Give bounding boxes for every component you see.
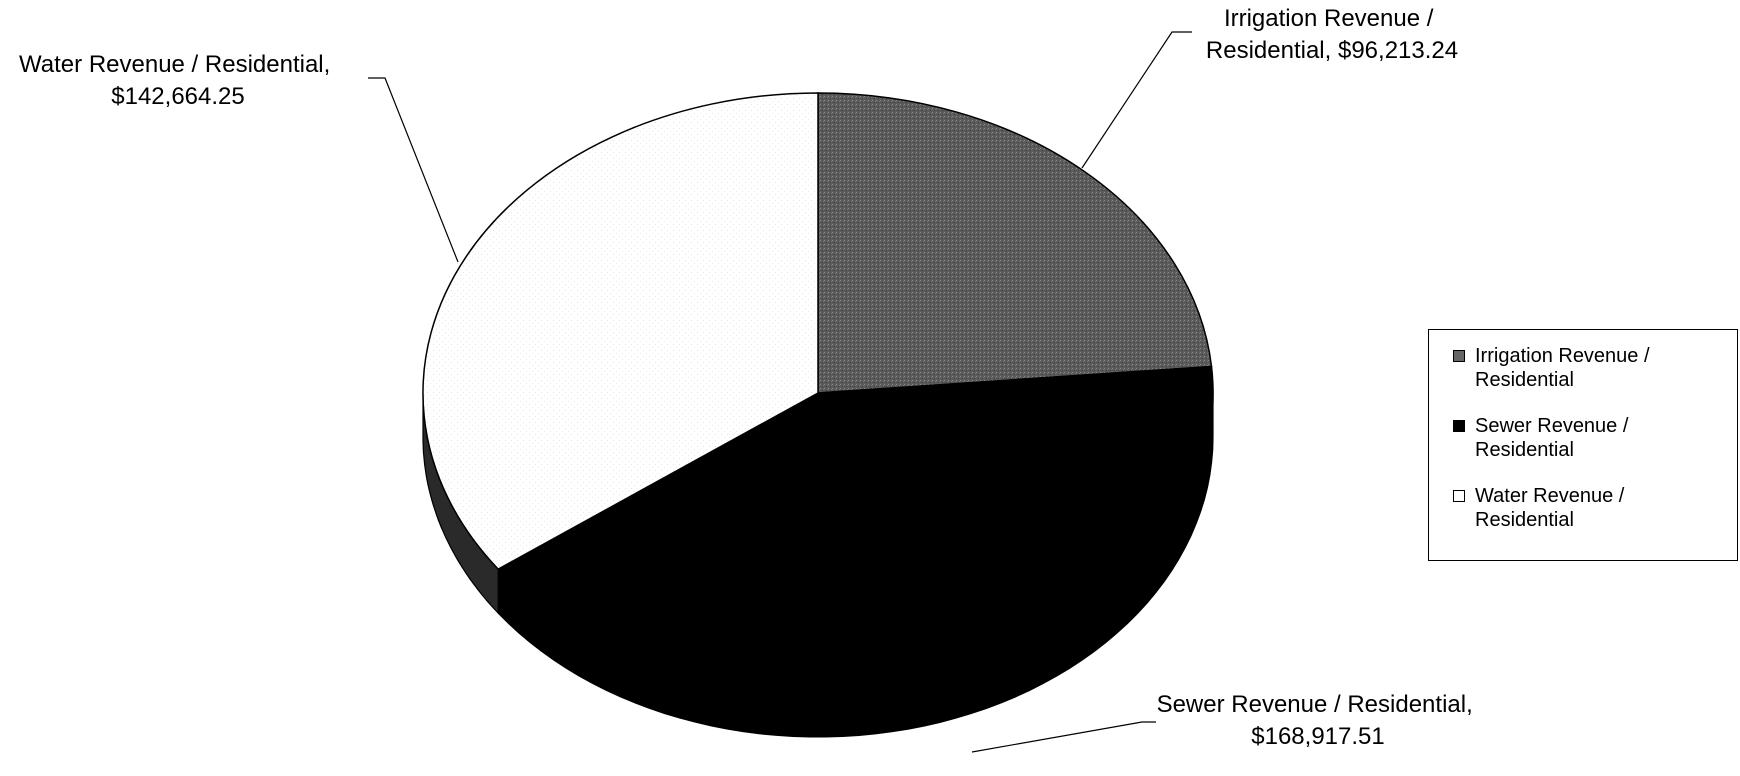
legend-item-sewer: Sewer Revenue / Residential [1453,414,1727,462]
legend-label-irrigation-line1: Irrigation Revenue / [1475,345,1650,367]
pie-slice-sewer [496,365,1214,694]
legend-item-water: Water Revenue / Residential [1453,484,1727,532]
leader-line-irrigation [1081,31,1192,169]
data-label-water-line2: $142,664.25 [111,83,244,110]
data-label-water-line1: Water Revenue / Residential, [19,51,330,78]
data-label-sewer: Sewer Revenue / Residential, $168,917.51 [1157,691,1480,750]
legend-label-water-line2: Residential [1475,509,1574,531]
data-label-irrigation-line2: Residential, $96,213.24 [1206,37,1458,64]
data-label-water: Water Revenue / Residential, $142,664.25 [19,51,337,110]
legend-label-sewer-line2: Residential [1475,439,1574,461]
leader-line-sewer [971,721,1156,753]
leader-lines [368,31,1192,753]
legend-label-water-line1: Water Revenue / [1475,485,1625,507]
pie-slice-irrigation [817,92,1213,394]
pie-slices [422,92,1214,694]
legend-label-water: Water Revenue / Residential [1475,484,1675,532]
chart-legend: Irrigation Revenue / Residential Sewer R… [1428,329,1738,561]
data-label-sewer-line1: Sewer Revenue / Residential, [1157,691,1473,718]
legend-label-irrigation: Irrigation Revenue / Residential [1475,344,1675,392]
legend-label-irrigation-line2: Residential [1475,369,1574,391]
legend-label-sewer-line1: Sewer Revenue / [1475,415,1629,437]
legend-item-irrigation: Irrigation Revenue / Residential [1453,344,1727,392]
leader-line-water [368,77,459,263]
legend-swatch-sewer [1453,420,1465,432]
data-label-irrigation: Irrigation Revenue / Residential, $96,21… [1206,5,1458,64]
pie-slice-water [422,92,819,571]
data-label-irrigation-line1: Irrigation Revenue / [1224,5,1434,32]
legend-swatch-water [1453,490,1465,502]
legend-label-sewer: Sewer Revenue / Residential [1475,414,1675,462]
legend-swatch-irrigation [1453,350,1465,362]
data-label-sewer-line2: $168,917.51 [1251,723,1384,750]
